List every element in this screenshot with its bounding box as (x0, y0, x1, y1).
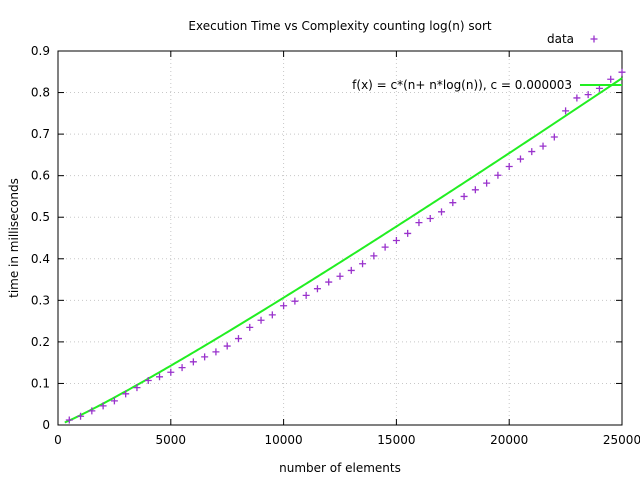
data-point (257, 316, 265, 324)
data-point (302, 291, 310, 299)
data-point (460, 192, 468, 200)
data-point (178, 364, 186, 372)
data-point (291, 297, 299, 305)
y-tick-label: 0.2 (31, 335, 50, 349)
data-point (539, 142, 547, 150)
data-point (313, 285, 321, 293)
data-point (359, 260, 367, 268)
data-point (584, 91, 592, 99)
y-tick-label: 0 (42, 418, 50, 432)
data-point (618, 68, 626, 76)
data-point (77, 412, 85, 420)
data-point (516, 155, 524, 163)
y-tick-label: 0.6 (31, 169, 50, 183)
data-point (144, 377, 152, 385)
data-point (246, 323, 254, 331)
data-point (156, 373, 164, 381)
data-point (167, 368, 175, 376)
data-point (370, 252, 378, 260)
x-tick-label: 15000 (377, 433, 415, 447)
data-point (471, 186, 479, 194)
data-point (280, 302, 288, 310)
axis-ticks (57, 50, 623, 426)
data-point (268, 311, 276, 319)
data-point (505, 163, 513, 171)
data-point (392, 236, 400, 244)
data-points (65, 68, 626, 424)
plot-frame (57, 50, 623, 426)
y-tick-label: 0.5 (31, 210, 50, 224)
data-point (234, 335, 242, 343)
data-point (573, 94, 581, 102)
legend-label-data: data (547, 32, 574, 46)
data-point (110, 397, 118, 405)
y-tick-label: 0.8 (31, 86, 50, 100)
data-point (438, 208, 446, 216)
x-axis-label: number of elements (279, 461, 401, 475)
y-axis-label: time in milliseconds (7, 178, 21, 298)
data-point (562, 107, 570, 115)
y-tick-label: 0.3 (31, 293, 50, 307)
data-point (595, 84, 603, 92)
legend-label-fit: f(x) = c*(n+ n*log(n)), c = 0.000003 (352, 78, 572, 92)
y-tick-labels: 0 0.1 0.2 0.3 0.4 0.5 0.6 0.7 0.8 0.9 (31, 44, 50, 432)
data-point (212, 348, 220, 356)
data-point (325, 278, 333, 286)
data-point (88, 407, 96, 415)
data-point (223, 342, 231, 350)
data-point (449, 199, 457, 207)
data-point (336, 272, 344, 280)
data-point (133, 384, 141, 392)
data-point (189, 358, 197, 366)
data-point (99, 402, 107, 410)
data-point (426, 214, 434, 222)
data-point (528, 148, 536, 156)
data-point (550, 133, 558, 141)
data-point (347, 266, 355, 274)
x-tick-label: 0 (54, 433, 62, 447)
y-tick-label: 0.4 (31, 252, 50, 266)
y-tick-label: 0.1 (31, 376, 50, 390)
y-tick-label: 0.7 (31, 127, 50, 141)
fit-curve (64, 77, 623, 424)
data-point (381, 243, 389, 251)
legend: data f(x) = c*(n+ n*log(n)), c = 0.00000… (352, 32, 622, 92)
x-tick-label: 20000 (490, 433, 528, 447)
data-point (201, 353, 209, 361)
x-tick-label: 25000 (603, 433, 640, 447)
y-tick-label: 0.9 (31, 44, 50, 58)
data-point (122, 390, 130, 398)
data-point (415, 219, 423, 227)
legend-marker-data (590, 35, 598, 43)
data-point (404, 229, 412, 237)
data-point (483, 179, 491, 187)
x-tick-label: 10000 (265, 433, 303, 447)
legend-plus-marker (590, 35, 598, 43)
data-point (607, 75, 615, 83)
x-tick-labels: 0 5000 10000 15000 20000 25000 (54, 433, 640, 447)
chart-title: Execution Time vs Complexity counting lo… (188, 19, 491, 33)
gridlines (58, 51, 622, 425)
data-point (65, 416, 73, 424)
x-tick-label: 5000 (156, 433, 187, 447)
data-point (494, 171, 502, 179)
